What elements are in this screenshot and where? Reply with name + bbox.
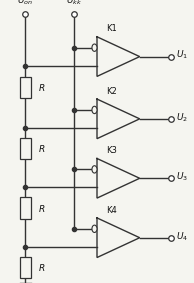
- Text: $R$: $R$: [38, 262, 46, 273]
- Text: $U_{on}$: $U_{on}$: [17, 0, 33, 7]
- Bar: [20, 138, 31, 159]
- Text: $R$: $R$: [38, 143, 46, 154]
- Text: $R$: $R$: [38, 203, 46, 213]
- Text: $U_4$: $U_4$: [176, 230, 188, 243]
- Text: $U_2$: $U_2$: [176, 111, 188, 124]
- Bar: [20, 77, 31, 98]
- Circle shape: [92, 225, 97, 233]
- Circle shape: [92, 44, 97, 52]
- Circle shape: [92, 166, 97, 173]
- Text: K1: K1: [107, 24, 117, 33]
- Bar: [20, 198, 31, 218]
- Text: $U_1$: $U_1$: [176, 49, 188, 61]
- Text: K4: K4: [107, 205, 117, 215]
- Bar: [20, 257, 31, 278]
- Text: $U_3$: $U_3$: [176, 171, 188, 183]
- Text: K2: K2: [107, 87, 117, 96]
- Text: $R$: $R$: [38, 82, 46, 93]
- Circle shape: [92, 106, 97, 114]
- Text: $U_{\mathit{kk}}$: $U_{\mathit{kk}}$: [66, 0, 82, 7]
- Text: K3: K3: [107, 146, 117, 155]
